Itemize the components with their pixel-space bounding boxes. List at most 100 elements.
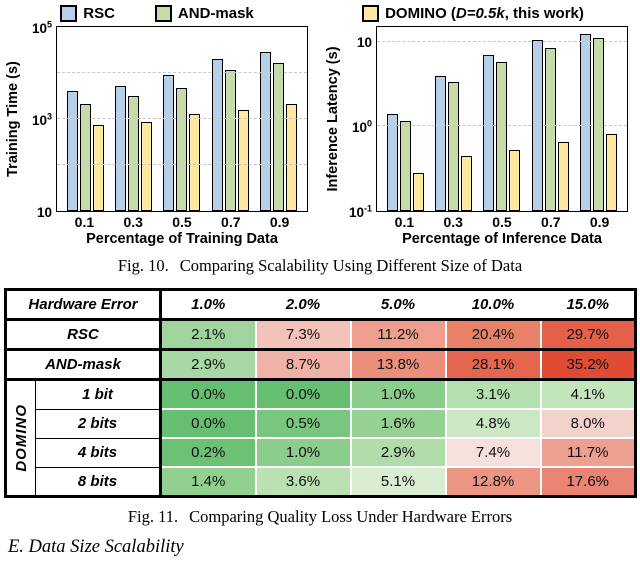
bar-rsc: [211, 59, 223, 211]
fig11-caption: Fig. 11. Comparing Quality Loss Under Har…: [4, 507, 636, 527]
table-row-rsc: RSC 2.1% 7.3% 11.2% 20.4% 29.7%: [5, 318, 637, 351]
y-axis-ticks: 105 103 10: [22, 20, 56, 218]
bar-group: [435, 75, 473, 211]
y-tick-label: 105: [31, 19, 52, 36]
bar-domino: [557, 142, 569, 211]
table-cell: 4.1%: [539, 378, 637, 410]
bar-and-mask: [593, 38, 605, 211]
bar-and-mask: [448, 81, 460, 211]
table-cell: 11.7%: [539, 437, 637, 468]
chart-legend: RSC AND-mask DOMINO (D=0.5k, this work): [4, 2, 636, 24]
legend-swatch-rsc-icon: [60, 4, 78, 22]
table-cell: 3.6%: [254, 466, 352, 498]
bar-group: [66, 91, 104, 211]
table-cell: 2.9%: [349, 437, 447, 468]
quality-table-container: Hardware Error 1.0% 2.0% 5.0% 10.0% 15.0% RSC 2…: [4, 288, 637, 498]
table-cell: 13.8%: [349, 348, 447, 381]
x-axis-label: Percentage of Inference Data: [402, 231, 602, 247]
y-axis-label: Training Time (s): [5, 61, 21, 177]
bar-rsc: [435, 75, 447, 211]
bar-rsc: [260, 51, 272, 211]
bar-and-mask: [224, 70, 236, 211]
domino-group-label-text: DOMINO: [12, 404, 30, 472]
table-cell: 11.2%: [349, 318, 447, 351]
fig10-caption-text: Comparing Scalability Using Different Si…: [179, 256, 523, 275]
bar-rsc: [580, 33, 592, 211]
y-axis-label-container: Inference Latency (s): [324, 26, 342, 212]
fig10-caption-label: Fig. 10.: [117, 256, 169, 275]
bar-domino: [141, 121, 153, 211]
y-axis-label: Inference Latency (s): [325, 46, 341, 192]
fig11-caption-text: Comparing Quality Loss Under Hardware Er…: [189, 507, 513, 526]
y-tick-label: 10: [36, 204, 52, 220]
table-cell: 0.5%: [254, 408, 352, 439]
fig11-caption-label: Fig. 11.: [127, 507, 179, 526]
bar-group: [211, 59, 249, 211]
bar-domino: [461, 155, 473, 211]
bar-domino: [286, 104, 298, 211]
table-cell: 20.4%: [444, 318, 542, 351]
x-tick-label: 0.1: [74, 214, 95, 230]
gridline: [377, 125, 627, 127]
legend-label-rsc: RSC: [83, 4, 115, 22]
table-cell: 0.0%: [254, 378, 352, 410]
gridline: [57, 118, 307, 119]
gridline: [377, 40, 627, 42]
bar-domino: [189, 113, 201, 211]
gridline: [57, 164, 307, 165]
bar-and-mask: [79, 104, 91, 211]
x-axis-ticks: 0.1 0.3 0.5 0.7 0.9: [56, 214, 308, 230]
table-row-domino-2-bits: 2 bits 0.0% 0.5% 1.6% 4.8% 8.0%: [6, 408, 637, 439]
table-header-col: 10.0%: [444, 288, 542, 321]
table-row-domino-1-bit: DOMINO 1 bit 0.0% 0.0% 1.0% 3.1% 4.1%: [5, 378, 637, 497]
table-header-col: 1.0%: [159, 288, 257, 321]
x-tick-label: 0.3: [123, 214, 143, 230]
table-row-label: 2 bits: [35, 408, 162, 439]
bar-and-mask: [128, 95, 140, 211]
x-axis-ticks: 0.1 0.3 0.5 0.7 0.9: [376, 214, 628, 230]
bar-and-mask: [176, 87, 188, 211]
domino-group-label: DOMINO: [5, 379, 36, 497]
legend-swatch-domino-icon: [362, 4, 380, 22]
bar-group: [115, 86, 153, 211]
table-header-col: 2.0%: [254, 288, 352, 321]
table-cell: 5.1%: [349, 466, 447, 498]
bar-and-mask: [544, 47, 556, 211]
table-header-row: Hardware Error 1.0% 2.0% 5.0% 10.0% 15.0%: [5, 288, 637, 321]
quality-table: Hardware Error 1.0% 2.0% 5.0% 10.0% 15.0% RSC 2…: [4, 288, 637, 498]
bar-group: [580, 33, 618, 211]
x-axis-label: Percentage of Training Data: [86, 231, 278, 247]
training-time-chart: Training Time (s) 105 103 10 0.1 0.3 0.5 0.7 0…: [4, 20, 310, 247]
table-cell: 8.0%: [539, 408, 637, 439]
fig10-caption: Fig. 10. Comparing Scalability Using Diff…: [4, 256, 636, 276]
bar-rsc: [483, 55, 495, 211]
x-tick-label: 0.1: [394, 214, 415, 230]
table-cell: 7.3%: [254, 318, 352, 351]
table-cell: 2.1%: [159, 318, 257, 351]
legend-swatch-and-mask-icon: [154, 4, 172, 22]
table-row-label: 8 bits: [35, 466, 162, 497]
x-tick-label: 0.5: [492, 214, 512, 230]
x-tick-label: 0.9: [269, 214, 290, 230]
bar-group: [386, 114, 424, 211]
x-tick-label: 0.7: [221, 214, 241, 230]
bar-rsc: [163, 75, 175, 211]
table-row-domino-4-bits: 4 bits 0.2% 1.0% 2.9% 7.4% 11.7%: [6, 437, 637, 468]
bar-domino: [412, 173, 424, 211]
table-row-domino-8-bits: 8 bits 1.4% 3.6% 5.1% 12.8% 17.6%: [6, 466, 637, 498]
inference-latency-chart: Inference Latency (s) 10 100 10-1 0.1 0.3 0.…: [324, 26, 630, 247]
bar-group: [163, 75, 201, 211]
table-header-col: 15.0%: [539, 288, 637, 321]
table-cell: 4.8%: [444, 408, 542, 439]
table-row-label: 4 bits: [35, 437, 162, 468]
table-cell: 0.0%: [159, 378, 257, 410]
y-axis-ticks: 10 100 10-1: [342, 26, 376, 219]
table-cell: 2.9%: [159, 348, 257, 381]
bar-group: [260, 51, 298, 211]
table-row-and-mask: AND-mask 2.9% 8.7% 13.8% 28.1% 35.2%: [5, 348, 637, 381]
plot-area: [376, 26, 628, 212]
table-cell: 3.1%: [444, 378, 542, 410]
legend-left-group: RSC AND-mask: [4, 4, 310, 22]
y-tick-label: 103: [31, 111, 52, 128]
